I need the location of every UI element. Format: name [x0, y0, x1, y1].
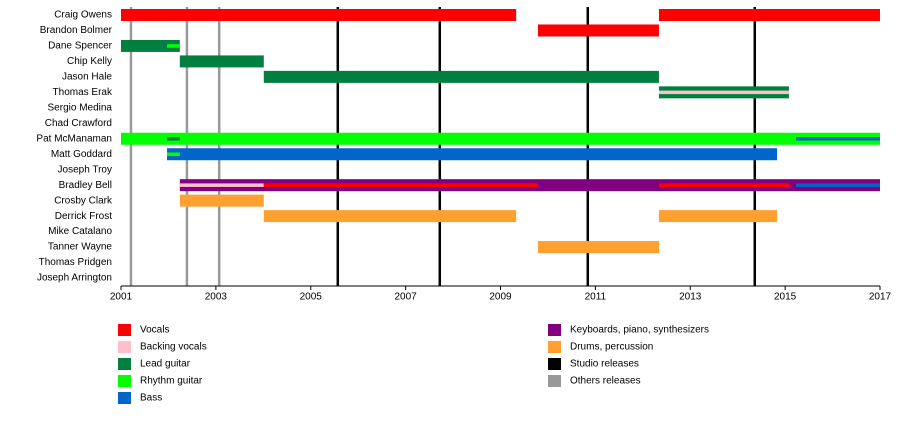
role-bar: [658, 9, 880, 21]
member-name: Tanner Wayne: [48, 242, 113, 253]
role-bar: [167, 148, 778, 161]
member-name: Derrick Frost: [55, 211, 112, 222]
legend-label: Drums, percussion: [570, 342, 653, 353]
role-stripe: [658, 183, 789, 187]
legend-swatch: [548, 324, 561, 336]
member-name: Thomas Pridgen: [39, 257, 112, 268]
legend-label: Studio releases: [570, 359, 639, 370]
legend-swatch: [118, 324, 131, 336]
member-name: Sergio Medina: [48, 102, 113, 113]
member-name: Pat McManaman: [36, 133, 112, 144]
x-tick-label: 2015: [774, 292, 797, 303]
member-name: Brandon Bolmer: [40, 25, 113, 36]
member-name: Chip Kelly: [67, 56, 112, 67]
legend-label: Others releases: [570, 376, 641, 387]
legend-swatch: [118, 375, 131, 387]
x-tick-label: 2011: [585, 292, 607, 303]
role-bar: [121, 132, 880, 145]
legend-swatch: [548, 375, 561, 387]
legend-swatch: [118, 392, 131, 404]
legend-swatch: [548, 358, 561, 370]
member-name: Jason Hale: [62, 72, 112, 83]
role-bar: [537, 24, 659, 37]
x-tick-label: 2003: [205, 292, 228, 303]
legend-swatch: [118, 358, 131, 370]
role-bar: [121, 39, 180, 52]
legend-label: Lead guitar: [140, 359, 191, 370]
x-tick-label: 2017: [869, 292, 892, 303]
role-stripe: [167, 44, 180, 48]
x-tick-label: 2005: [300, 292, 323, 303]
member-name: Joseph Arrington: [37, 273, 112, 284]
member-name: Crosby Clark: [54, 195, 113, 206]
role-bar: [121, 9, 517, 21]
member-name: Mike Catalano: [48, 226, 112, 237]
legend-swatch: [118, 341, 131, 353]
role-bar: [179, 55, 264, 68]
member-name: Craig Owens: [54, 10, 112, 21]
role-stripe: [167, 137, 180, 141]
legend-label: Backing vocals: [140, 342, 207, 353]
member-name: Joseph Troy: [58, 164, 112, 175]
x-tick-label: 2001: [110, 292, 133, 303]
legend-label: Keyboards, piano, synthesizers: [570, 325, 709, 336]
x-tick-label: 2009: [489, 292, 512, 303]
role-stripe: [167, 152, 180, 156]
legend-label: Bass: [140, 393, 162, 404]
member-name: Dane Spencer: [48, 41, 113, 52]
legend-swatch: [548, 341, 561, 353]
role-bar: [179, 194, 264, 207]
member-name: Bradley Bell: [59, 180, 112, 191]
role-bar: [263, 210, 517, 223]
x-tick-label: 2013: [679, 292, 702, 303]
role-stripe: [658, 90, 789, 95]
role-stripe: [796, 183, 880, 187]
member-name: Thomas Erak: [53, 87, 113, 98]
role-stripe: [263, 183, 538, 187]
member-name: Matt Goddard: [51, 149, 112, 160]
x-tick-label: 2007: [395, 292, 418, 303]
role-bar: [263, 70, 659, 83]
legend-label: Rhythm guitar: [140, 376, 203, 387]
role-stripe: [179, 183, 264, 187]
role-bar: [537, 241, 659, 254]
member-name: Chad Crawford: [45, 118, 112, 129]
role-stripe: [796, 137, 880, 141]
role-bar: [658, 210, 778, 223]
legend-label: Vocals: [140, 325, 169, 336]
